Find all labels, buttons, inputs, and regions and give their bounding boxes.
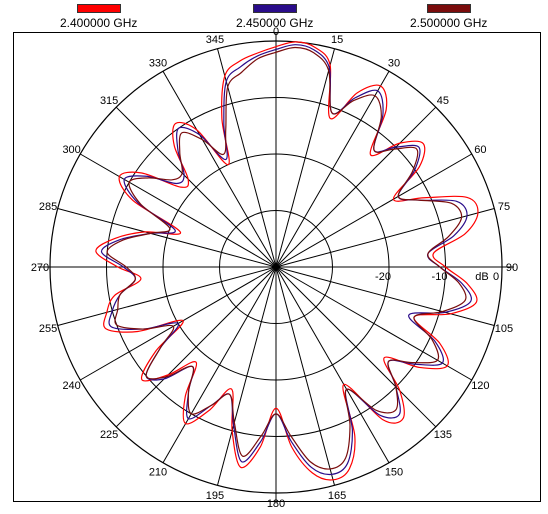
angle-tick-label: 315: [100, 95, 118, 107]
angle-tick-label: 0: [273, 26, 279, 38]
legend-swatch-2400: [76, 4, 121, 13]
angle-tick-label: 330: [149, 58, 167, 70]
series-line-1: [100, 44, 472, 476]
angle-tick-label: 345: [206, 34, 224, 46]
angle-tick-label: 90: [506, 262, 518, 274]
angle-tick-label: 285: [39, 201, 57, 213]
angle-tick-label: 225: [100, 429, 118, 441]
angle-tick-label: 300: [62, 144, 80, 156]
grid-spoke: [217, 266, 277, 486]
series-layer: [95, 41, 479, 481]
angle-tick-label: 165: [328, 490, 346, 502]
legend-item-2450: 2.450000 GHz: [236, 4, 313, 30]
angle-tick-label: 120: [471, 380, 489, 392]
angle-tick-label: 150: [385, 466, 403, 478]
label-layer: 0 15 30 45 60 75 90 105 120 135 150 165 180 195 210 225…: [31, 26, 518, 510]
grid-spoke: [275, 153, 472, 268]
angle-tick-label: 75: [498, 201, 510, 213]
radial-tick-label: -10: [432, 271, 448, 283]
grid-spoke: [80, 153, 277, 268]
grid-spoke: [57, 266, 277, 326]
radial-tick-label: 0: [493, 271, 499, 283]
angle-tick-label: 15: [331, 34, 343, 46]
grid-spoke: [162, 71, 277, 268]
legend-label-2500: 2.500000 GHz: [410, 16, 488, 30]
radial-unit-label: dB: [475, 271, 488, 283]
legend: 2.400000 GHz 2.450000 GHz 2.500000 GHz: [0, 0, 548, 34]
radial-tick-label: -20: [375, 271, 391, 283]
angle-tick-label: 60: [474, 144, 486, 156]
grid-spoke: [115, 106, 277, 268]
grid-spoke: [115, 266, 277, 428]
series-line-2: [106, 46, 467, 470]
angle-tick-label: 240: [62, 380, 80, 392]
grid-spoke: [275, 208, 495, 268]
angle-tick-label: 105: [495, 323, 513, 335]
grid-spoke: [275, 266, 335, 486]
legend-swatch-2450: [252, 4, 297, 13]
grid-spoke: [275, 71, 390, 268]
legend-item-2500: 2.500000 GHz: [410, 4, 487, 30]
legend-label-2400: 2.400000 GHz: [60, 16, 138, 30]
angle-tick-label: 195: [206, 490, 224, 502]
grid-spoke: [162, 266, 277, 463]
plot-frame: [13, 32, 541, 502]
angle-tick-label: 210: [149, 466, 167, 478]
angle-tick-label: 270: [31, 262, 49, 274]
angle-tick-label: 45: [437, 95, 449, 107]
angle-tick-label: 30: [388, 58, 400, 70]
grid-spoke: [275, 266, 437, 428]
grid-spoke: [275, 106, 437, 268]
grid-spoke: [57, 208, 277, 268]
angle-tick-label: 255: [39, 323, 57, 335]
grid-spoke: [275, 266, 472, 381]
legend-item-2400: 2.400000 GHz: [60, 4, 137, 30]
legend-swatch-2500: [426, 4, 471, 13]
grid-spoke: [275, 48, 335, 268]
grid-spoke: [275, 266, 495, 326]
grid-spoke: [275, 266, 390, 463]
angle-tick-label: 135: [434, 429, 452, 441]
legend-label-2450: 2.450000 GHz: [236, 16, 314, 30]
angle-tick-label: 180: [267, 498, 285, 510]
grid-spoke: [217, 48, 277, 268]
series-line-0: [95, 41, 479, 481]
